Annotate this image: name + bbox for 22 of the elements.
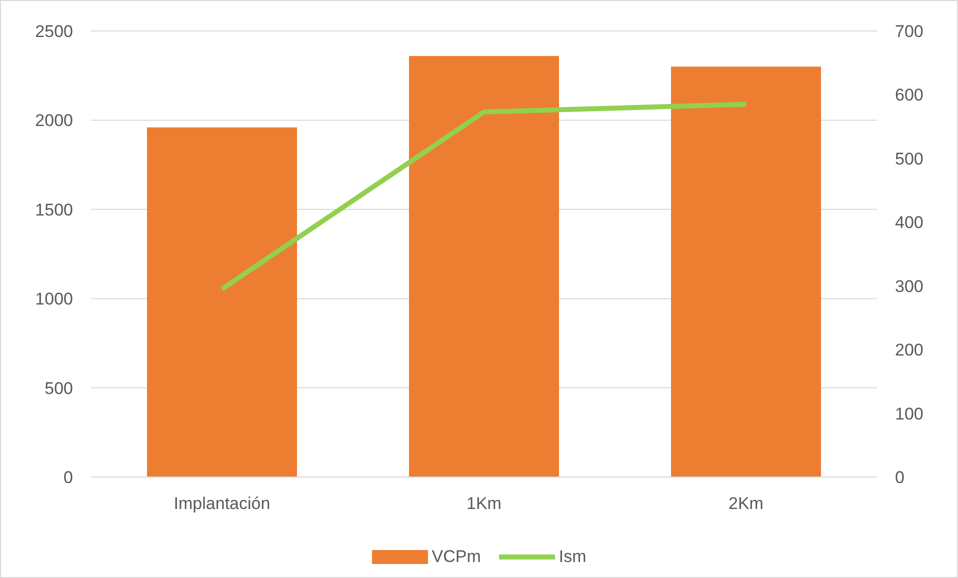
x-tick-label: 1Km [466,494,502,514]
y2-tick-label: 600 [895,86,924,105]
x-tick-label: 2Km [728,494,764,514]
bar [409,56,559,477]
x-tick-label: Implantación [174,494,270,514]
y-tick-label: 0 [64,468,73,488]
y-tick-label: 2500 [35,22,73,42]
y-tick-label: 500 [44,378,73,398]
y2-tick-label: 400 [895,213,924,232]
y2-tick-label: 0 [895,468,904,488]
y2-tick-label: 200 [895,340,924,360]
legend-label: Ism [558,547,586,567]
legend-label: VCPm [432,547,481,567]
bar [147,127,297,477]
y-tick-label: 1500 [35,200,73,220]
y-tick-label: 1000 [35,290,73,309]
y-tick-label: 2000 [35,111,73,130]
y2-tick-label: 300 [895,276,924,296]
y2-tick-label: 100 [895,404,924,424]
y2-tick-label: 700 [895,22,924,42]
bar [671,66,821,477]
y2-tick-label: 500 [895,149,924,168]
